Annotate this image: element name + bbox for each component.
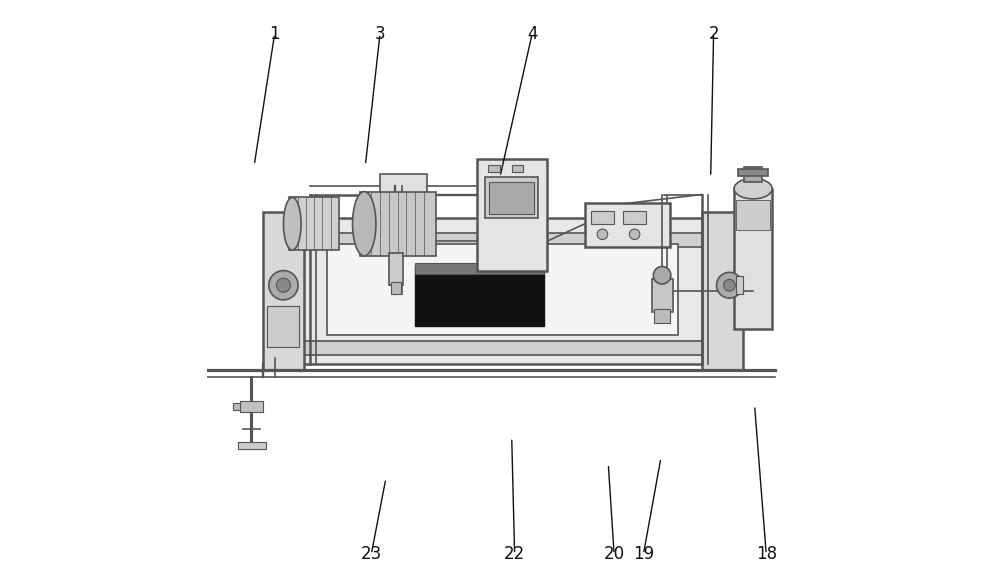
Bar [360,192,436,256]
Text: 3: 3 [375,25,385,42]
Bar [292,341,714,356]
Circle shape [269,270,298,300]
Bar [489,182,534,214]
Bar [289,218,717,364]
Text: 4: 4 [527,25,537,42]
Bar [415,265,544,326]
Bar [738,169,768,176]
Bar [238,442,266,449]
Text: 18: 18 [756,546,777,563]
Bar [389,253,403,285]
Bar [654,309,670,323]
Circle shape [653,266,671,284]
Bar [289,198,339,250]
Text: 22: 22 [504,546,525,563]
Ellipse shape [734,178,772,199]
Text: 20: 20 [604,546,625,563]
Bar [736,276,743,294]
Bar [263,212,304,370]
Circle shape [629,229,640,239]
Ellipse shape [353,192,376,256]
Bar [380,174,427,212]
Bar [415,263,544,273]
Bar [485,177,538,218]
Bar [327,244,678,335]
Bar [240,400,263,412]
Bar [623,211,646,224]
Bar [591,211,614,224]
Bar [512,165,523,172]
Bar [267,306,299,347]
Circle shape [597,229,608,239]
Bar [652,279,673,312]
Bar [233,403,240,410]
Bar [488,165,500,172]
Circle shape [276,278,290,292]
Circle shape [717,272,742,298]
Bar [744,167,762,182]
Text: 1: 1 [269,25,280,42]
Text: 2: 2 [708,25,719,42]
Bar [391,282,401,294]
Text: 19: 19 [633,546,654,563]
Bar [477,159,547,270]
Bar [736,201,770,230]
Circle shape [724,279,735,291]
Text: 23: 23 [361,546,382,563]
Bar [585,203,670,247]
Bar [734,189,772,329]
Bar [702,212,743,370]
Bar [292,232,714,247]
Ellipse shape [283,198,301,250]
